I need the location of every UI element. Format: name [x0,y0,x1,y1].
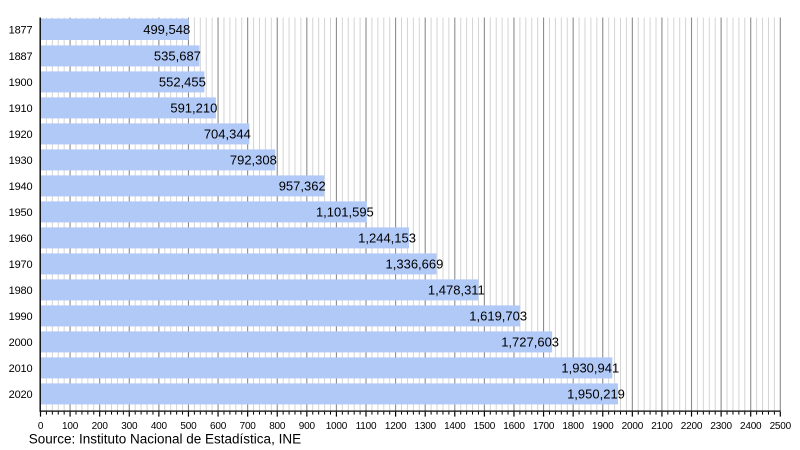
svg-text:1700: 1700 [533,421,555,432]
svg-text:1,478,311: 1,478,311 [428,283,485,298]
svg-text:1877: 1877 [9,24,33,36]
svg-text:1960: 1960 [9,233,33,245]
svg-text:1900: 1900 [592,421,614,432]
svg-text:800: 800 [269,421,286,432]
svg-text:400: 400 [151,421,168,432]
svg-text:1920: 1920 [9,129,33,141]
svg-text:1,950,219: 1,950,219 [567,387,625,402]
svg-text:2000: 2000 [622,421,644,432]
svg-text:2400: 2400 [740,421,762,432]
svg-text:2100: 2100 [651,421,673,432]
svg-text:200: 200 [92,421,109,432]
svg-text:1300: 1300 [414,421,436,432]
svg-text:1950: 1950 [9,207,33,219]
svg-text:900: 900 [299,421,316,432]
svg-text:1,336,669: 1,336,669 [386,257,444,272]
svg-text:2500: 2500 [770,421,792,432]
svg-text:1970: 1970 [9,259,33,271]
svg-text:700: 700 [240,421,257,432]
svg-text:500: 500 [180,421,197,432]
svg-text:957,362: 957,362 [279,179,326,194]
svg-text:1800: 1800 [562,421,584,432]
svg-text:1,244,153: 1,244,153 [358,231,416,246]
svg-text:1200: 1200 [385,421,407,432]
svg-text:1500: 1500 [474,421,496,432]
svg-text:2000: 2000 [9,337,33,349]
svg-text:1990: 1990 [9,311,33,323]
svg-text:2010: 2010 [9,363,33,375]
svg-text:600: 600 [210,421,227,432]
svg-text:704,344: 704,344 [204,127,251,142]
svg-text:1000: 1000 [326,421,348,432]
svg-text:535,687: 535,687 [154,49,201,64]
svg-text:Source: Instituto Nacional de: Source: Instituto Nacional de Estadístic… [29,432,301,447]
svg-text:2020: 2020 [9,389,33,401]
svg-text:552,455: 552,455 [159,75,206,90]
svg-text:1930: 1930 [9,155,33,167]
svg-text:1940: 1940 [9,181,33,193]
svg-text:1980: 1980 [9,285,33,297]
svg-text:1,727,603: 1,727,603 [501,335,559,350]
svg-text:2200: 2200 [681,421,703,432]
svg-text:300: 300 [121,421,138,432]
svg-text:0: 0 [38,421,44,432]
svg-text:1400: 1400 [444,421,466,432]
svg-text:1100: 1100 [356,421,377,432]
svg-text:2300: 2300 [710,421,732,432]
svg-text:1900: 1900 [9,77,33,89]
svg-text:1910: 1910 [9,103,33,115]
svg-text:1600: 1600 [503,421,525,432]
svg-text:100: 100 [62,421,79,432]
svg-text:1,619,703: 1,619,703 [469,309,527,324]
svg-text:591,210: 591,210 [170,101,217,116]
svg-text:1,101,595: 1,101,595 [316,205,374,220]
svg-text:499,548: 499,548 [143,22,190,37]
svg-text:792,308: 792,308 [230,153,277,168]
svg-text:1887: 1887 [9,51,33,63]
svg-text:1,930,941: 1,930,941 [561,361,619,376]
